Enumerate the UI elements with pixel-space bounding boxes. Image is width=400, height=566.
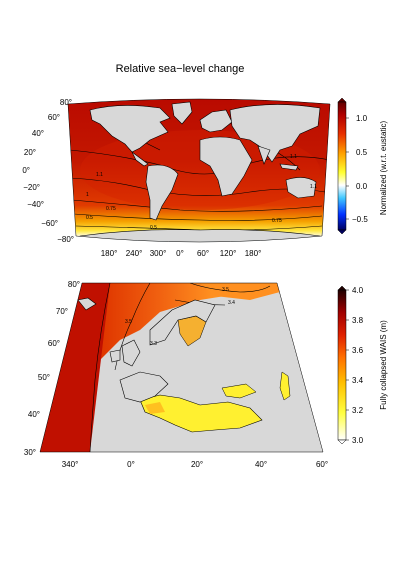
- colorbar-scale: [337, 289, 347, 441]
- colorbar-top: 1.0 0.5 0.0 −0.5 Normalized (w.r.t. eust…: [337, 97, 388, 235]
- lon-tick: 340°: [62, 460, 79, 469]
- lon-tick: 60°: [197, 249, 209, 258]
- colorbar-tick: 4.0: [352, 286, 364, 295]
- colorbar-tick: 3.4: [352, 376, 364, 385]
- lon-tick: 0°: [127, 460, 135, 469]
- contour-label: 1: [86, 192, 89, 198]
- colorbar-tick: 0.0: [356, 182, 368, 191]
- contour-label: 1.1: [96, 172, 103, 178]
- colorbar-tick: 0.5: [356, 148, 368, 157]
- lat-tick: −80°: [57, 235, 74, 244]
- contour-label: 3.3: [150, 341, 157, 347]
- global-map-panel: 1.1 1.1 1.1 1 0.75 0.5 0.75 0.5 80° 60° …: [22, 97, 388, 258]
- colorbar-tick: 3.6: [352, 346, 364, 355]
- lat-tick: 70°: [56, 307, 68, 316]
- landmasses: [75, 101, 323, 242]
- lon-tick: 300°: [150, 249, 167, 258]
- colorbar-bottom: 4.0 3.8 3.6 3.4 3.2 3.0 Fully collapsed …: [337, 285, 388, 445]
- latitude-ticks: 80° 60° 40° 20° 0° −20° −40° −60° −80°: [22, 98, 74, 244]
- contour-label: 0.75: [272, 218, 282, 224]
- lat-tick: 80°: [68, 280, 80, 289]
- lat-tick: 20°: [24, 148, 36, 157]
- contour-label: 0.75: [106, 206, 116, 212]
- colorbar-label: Fully collapsed WAIS (m): [379, 320, 388, 410]
- coastlines: [77, 297, 216, 403]
- longitude-ticks: 340° 0° 20° 40° 60°: [62, 460, 328, 469]
- colorbar-tick: 3.2: [352, 406, 364, 415]
- contour-label: 3.5: [222, 287, 229, 293]
- mediterranean: [139, 394, 263, 433]
- lat-tick: 80°: [60, 98, 72, 107]
- map-border: [67, 98, 331, 243]
- lat-tick: −20°: [23, 183, 40, 192]
- lat-tick: −60°: [41, 219, 58, 228]
- europe-map: [40, 283, 323, 452]
- contour-label: 0.5: [150, 225, 157, 231]
- lon-tick: 240°: [126, 249, 143, 258]
- lat-tick: 40°: [28, 410, 40, 419]
- longitude-ticks: 180° 240° 300° 0° 60° 120° 180°: [101, 249, 262, 258]
- colorbar-label: Normalized (w.r.t. eustatic): [379, 121, 388, 216]
- lon-tick: 60°: [316, 460, 328, 469]
- lat-tick: 50°: [38, 373, 50, 382]
- figure-title: Relative sea−level change: [116, 63, 245, 75]
- contour-label: 0.5: [86, 215, 93, 221]
- latitude-ticks: 80° 70° 60° 50° 40° 30°: [24, 280, 80, 457]
- contour-label: 3.5: [125, 319, 132, 325]
- colorbar-tick: 3.8: [352, 316, 364, 325]
- lat-tick: 30°: [24, 448, 36, 457]
- lon-tick: 180°: [101, 249, 118, 258]
- contour-label: 3.4: [228, 300, 235, 306]
- lat-tick: 60°: [48, 113, 60, 122]
- contour-label: 1.1: [290, 154, 297, 160]
- lat-tick: 60°: [48, 339, 60, 348]
- lon-tick: 0°: [176, 249, 184, 258]
- lon-tick: 120°: [220, 249, 237, 258]
- map-border: [39, 282, 324, 453]
- lon-tick: 180°: [245, 249, 262, 258]
- contour-label: 1.1: [310, 184, 317, 190]
- lat-tick: −40°: [27, 200, 44, 209]
- global-map: [68, 99, 330, 242]
- lon-tick: 20°: [191, 460, 203, 469]
- colorbar-tick: 1.0: [356, 114, 368, 123]
- colorbar-scale: [337, 101, 347, 231]
- europe-map-panel: 3.5 3.4 3.5 3.3 80° 70° 60° 50° 40° 30° …: [24, 280, 388, 469]
- lat-tick: 0°: [22, 166, 30, 175]
- colorbar-tick: −0.5: [352, 215, 368, 224]
- lat-tick: 40°: [32, 129, 44, 138]
- lon-tick: 40°: [255, 460, 267, 469]
- colorbar-tick: 3.0: [352, 436, 364, 445]
